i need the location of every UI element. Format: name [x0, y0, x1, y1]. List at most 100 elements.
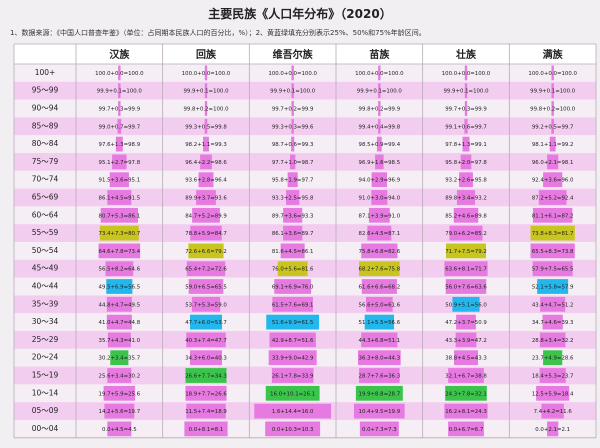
age-group-label: 15～19	[32, 371, 59, 380]
bar-label-0-14: 41.0+4.7=44.8	[99, 320, 141, 326]
bar-label-3-6: 94.0+2.9=96.9	[359, 178, 401, 184]
bar-label-1-14: 47.7+6.0=53.7	[185, 320, 227, 326]
bar-label-3-17: 28.7+7.6=36.3	[359, 374, 401, 380]
age-group-label: 30～34	[32, 317, 59, 326]
column-header-4: 壮族	[456, 48, 477, 61]
age-group-label: 95～99	[32, 86, 59, 95]
bar-1-13	[191, 296, 221, 312]
age-group-label: 45～49	[32, 264, 59, 273]
bar-2-3	[291, 118, 294, 134]
bar-label-1-20: 0.0+8.1=8.1	[189, 427, 224, 433]
bar-1-20	[184, 421, 228, 437]
bar-label-5-7: 87.2+5.2=92.4	[532, 196, 574, 202]
bar-label-0-16: 30.2+3.4=35.7	[99, 356, 141, 362]
bar-4-8	[453, 207, 479, 223]
bar-2-6	[287, 172, 298, 188]
bar-label-3-20: 0.0+7.3=7.3	[362, 427, 397, 433]
bar-label-0-15: 35.7+4.3=41.0	[99, 338, 141, 344]
bar-3-6	[371, 172, 388, 188]
bar-2-14	[266, 314, 320, 330]
bar-4-16	[454, 350, 478, 366]
bar-label-3-4: 98.5+0.9=99.4	[359, 142, 401, 148]
bar-label-1-1: 99.9+0.1=100.0	[183, 89, 229, 95]
bar-label-5-17: 18.4+5.3=23.7	[532, 374, 574, 380]
bar-0-4	[115, 136, 123, 152]
bar-label-5-16: 23.7+4.9=28.6	[532, 356, 574, 362]
bar-label-3-12: 61.6+6.6=68.2	[359, 285, 401, 291]
bar-label-4-8: 85.2+4.6=89.8	[445, 213, 487, 219]
bar-5-8	[532, 207, 573, 223]
bar-label-1-15: 40.3+7.4=47.7	[185, 338, 227, 344]
data-source-note: 1、数据来源：《中国人口普查年鉴》（单位：占同期本民族人口的百分比，%）；2、黄…	[10, 29, 426, 37]
bar-4-12	[445, 279, 487, 294]
bar-4-4	[462, 136, 470, 152]
bar-label-2-10: 81.6+4.5=86.1	[272, 249, 314, 255]
bar-4-17	[448, 368, 484, 383]
column-header-0: 汉族	[109, 48, 130, 61]
bar-label-3-8: 87.1+3.9=91.0	[359, 213, 401, 219]
bar-0-3	[117, 118, 122, 134]
bar-label-5-5: 96.0+2.1=98.1	[532, 160, 574, 166]
bar-4-11	[444, 261, 488, 277]
bar-label-2-14: 51.6+9.9=61.5	[272, 320, 314, 326]
bar-3-2	[378, 101, 381, 116]
bar-3-15	[361, 332, 398, 348]
bar-5-15	[539, 332, 566, 348]
age-group-label: 75～79	[32, 157, 59, 166]
bar-label-4-11: 63.6+8.1=71.7	[445, 267, 487, 273]
column-header-3: 苗族	[369, 48, 390, 61]
bar-0-19	[104, 403, 135, 419]
bar-label-2-6: 95.8+1.9=97.7	[272, 178, 314, 184]
bar-label-1-19: 11.5+7.4=18.9	[185, 409, 227, 415]
bar-5-11	[532, 261, 573, 277]
bar-label-4-18: 24.3+7.8=32.1	[445, 391, 487, 397]
bar-5-6	[543, 172, 563, 188]
bar-1-4	[203, 136, 209, 152]
bar-1-2	[204, 101, 208, 116]
bar-label-1-2: 99.8+0.2=100.0	[183, 107, 229, 113]
bar-label-4-16: 38.8+4.5=43.3	[445, 356, 487, 362]
bar-label-5-15: 28.8+3.4=32.2	[532, 338, 574, 344]
bar-label-2-8: 89.7+3.6=93.3	[272, 213, 314, 219]
age-group-label: 35～39	[32, 299, 59, 308]
bar-label-0-10: 64.6+7.8=73.4	[99, 249, 141, 255]
row-band	[14, 99, 596, 118]
bar-label-3-7: 91.0+3.0=94.0	[359, 196, 401, 202]
bar-label-3-13: 56.6+5.0=61.6	[359, 302, 401, 308]
bar-label-0-20: 0.0+4.5=4.5	[102, 427, 137, 433]
age-group-label: 20～24	[32, 353, 59, 362]
bar-label-2-11: 76.0+5.6=81.6	[272, 267, 314, 273]
bar-label-4-9: 79.0+6.2=85.2	[445, 231, 487, 237]
bar-label-5-12: 52.1+5.8=57.9	[532, 285, 574, 291]
bar-2-1	[291, 83, 294, 99]
bar-2-2	[291, 101, 294, 116]
bar-0-20	[107, 421, 132, 437]
bar-label-5-4: 98.1+1.1=99.2	[532, 142, 574, 148]
bar-label-3-14: 51.1+5.5=56.6	[359, 320, 401, 326]
bar-1-3	[204, 118, 208, 134]
bar-5-20	[547, 421, 559, 437]
bar-label-5-13: 43.4+4.7=51.2	[532, 302, 574, 308]
bar-3-13	[366, 296, 393, 312]
bar-3-1	[378, 83, 381, 99]
age-group-label: 40～44	[32, 282, 59, 291]
bar-3-14	[364, 314, 394, 330]
bar-label-5-2: 99.8+0.2=100.0	[530, 107, 576, 113]
bar-label-0-1: 99.9+0.1=100.0	[97, 89, 143, 95]
bar-5-9	[530, 225, 575, 241]
bar-5-17	[539, 368, 566, 383]
bar-1-15	[186, 332, 226, 348]
bar-label-3-19: 10.4+9.5=19.9	[359, 409, 401, 415]
bar-label-2-4: 98.7+0.6=99.3	[272, 142, 314, 148]
bar-5-10	[530, 243, 575, 259]
bar-1-5	[200, 154, 212, 170]
bar-label-2-19: 1.6+14.4=16.0	[272, 409, 314, 415]
bar-label-1-8: 84.7+5.2=89.9	[185, 213, 227, 219]
bar-label-0-7: 86.1+4.5=91.5	[99, 196, 141, 202]
bar-4-5	[460, 154, 472, 170]
bar-label-1-16: 34.3+6.0=40.3	[185, 356, 227, 362]
bar-3-5	[375, 154, 384, 170]
bar-4-9	[449, 225, 483, 241]
bar-label-0-13: 44.8+4.7=49.5	[99, 302, 141, 308]
